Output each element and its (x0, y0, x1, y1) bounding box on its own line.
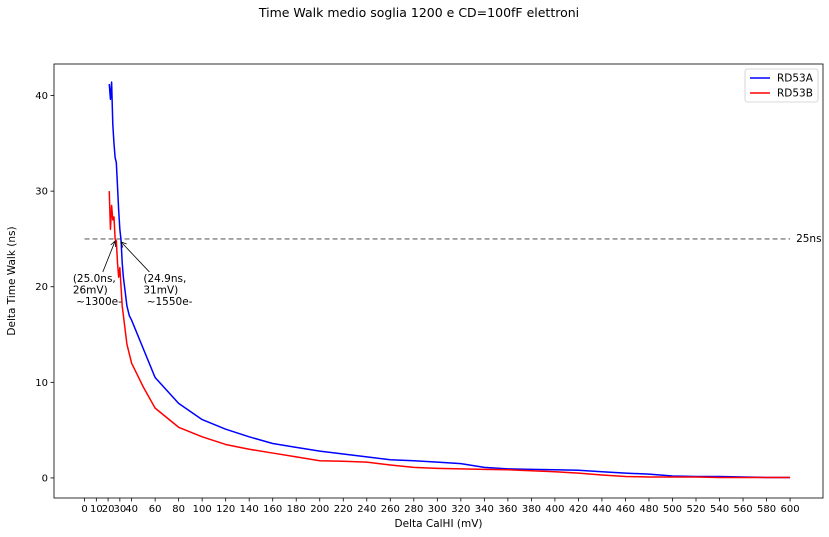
annotation-arrow-2 (120, 241, 150, 273)
annotation-text-2: (24.9ns, 31mV) ~1550e- (143, 273, 192, 308)
x-axis-label: Delta CalHI (mV) (395, 518, 483, 530)
y-axis: 0 10 20 30 40 (35, 91, 54, 484)
x-tick-label: 280 (404, 504, 423, 515)
x-tick-label: 340 (475, 504, 494, 515)
legend: RD53A RD53B (744, 68, 819, 103)
series-line-rd53a (108, 81, 791, 479)
x-tick-label: 580 (757, 504, 776, 515)
x-tick-label: 160 (263, 504, 282, 515)
x-tick-label: 400 (545, 504, 564, 515)
x-tick-label: 120 (216, 504, 235, 515)
x-tick-label: 480 (639, 504, 658, 515)
x-tick-label: 420 (569, 504, 588, 515)
y-tick-label: 0 (42, 473, 48, 484)
x-tick-label: 440 (592, 504, 611, 515)
x-tick-label: 540 (710, 504, 729, 515)
x-tick-label: 560 (733, 504, 752, 515)
annotation-line: 31mV) (143, 284, 178, 296)
annotation-line: 26mV) (73, 284, 108, 296)
legend-label-rd53b: RD53B (777, 88, 813, 100)
x-tick-label: 10 (90, 504, 103, 515)
x-tick-label: 140 (240, 504, 259, 515)
reference-line-label: 25ns (796, 233, 822, 245)
x-tick-label: 260 (381, 504, 400, 515)
x-tick-label: 300 (428, 504, 447, 515)
y-tick-label: 40 (35, 91, 48, 102)
x-tick-label: 200 (310, 504, 329, 515)
annotation-text-1: (25.0ns, 26mV) ~1300e- (73, 273, 122, 308)
annotation-arrow-1 (102, 240, 116, 273)
x-tick-label: 500 (663, 504, 682, 515)
x-tick-label: 40 (125, 504, 138, 515)
chart-title: Time Walk medio soglia 1200 e CD=100fF e… (258, 5, 579, 20)
y-tick-label: 10 (35, 378, 48, 389)
y-axis-label: Delta Time Walk (ns) (6, 226, 18, 335)
annotation-line: ~1300e- (73, 296, 122, 308)
annotation-arrowhead-2 (120, 241, 127, 248)
annotation-arrowhead-1 (110, 240, 116, 247)
x-tick-label: 60 (149, 504, 162, 515)
y-tick-label: 20 (35, 282, 48, 293)
x-tick-label: 460 (616, 504, 635, 515)
y-tick-label: 30 (35, 187, 48, 198)
x-tick-label: 100 (193, 504, 212, 515)
x-tick-label: 360 (498, 504, 517, 515)
x-tick-label: 220 (334, 504, 353, 515)
x-tick-label: 320 (451, 504, 470, 515)
x-tick-label: 520 (686, 504, 705, 515)
x-tick-label: 80 (172, 504, 185, 515)
annotation-line: (25.0ns, (73, 273, 116, 285)
annotation-line: (24.9ns, (143, 273, 186, 285)
x-tick-label: 600 (781, 504, 800, 515)
annotation-line: ~1550e- (143, 296, 192, 308)
x-tick-label: 30 (113, 504, 126, 515)
series-line-rd53b (108, 191, 791, 479)
x-tick-label: 0 (81, 504, 87, 515)
legend-label-rd53a: RD53A (777, 73, 814, 85)
x-tick-label: 240 (357, 504, 376, 515)
x-tick-label: 180 (287, 504, 306, 515)
axes-frame (53, 63, 824, 499)
x-axis: 0 10 20 30 40 60 80 100 120 140 160 180 200 220 240 260… (81, 498, 800, 515)
annotations: (25.0ns, 26mV) ~1300e- (24.9ns, 31mV) ~1550… (73, 240, 193, 308)
plot-area: 25ns (84, 81, 822, 479)
x-tick-label: 20 (102, 504, 115, 515)
x-tick-label: 380 (522, 504, 541, 515)
